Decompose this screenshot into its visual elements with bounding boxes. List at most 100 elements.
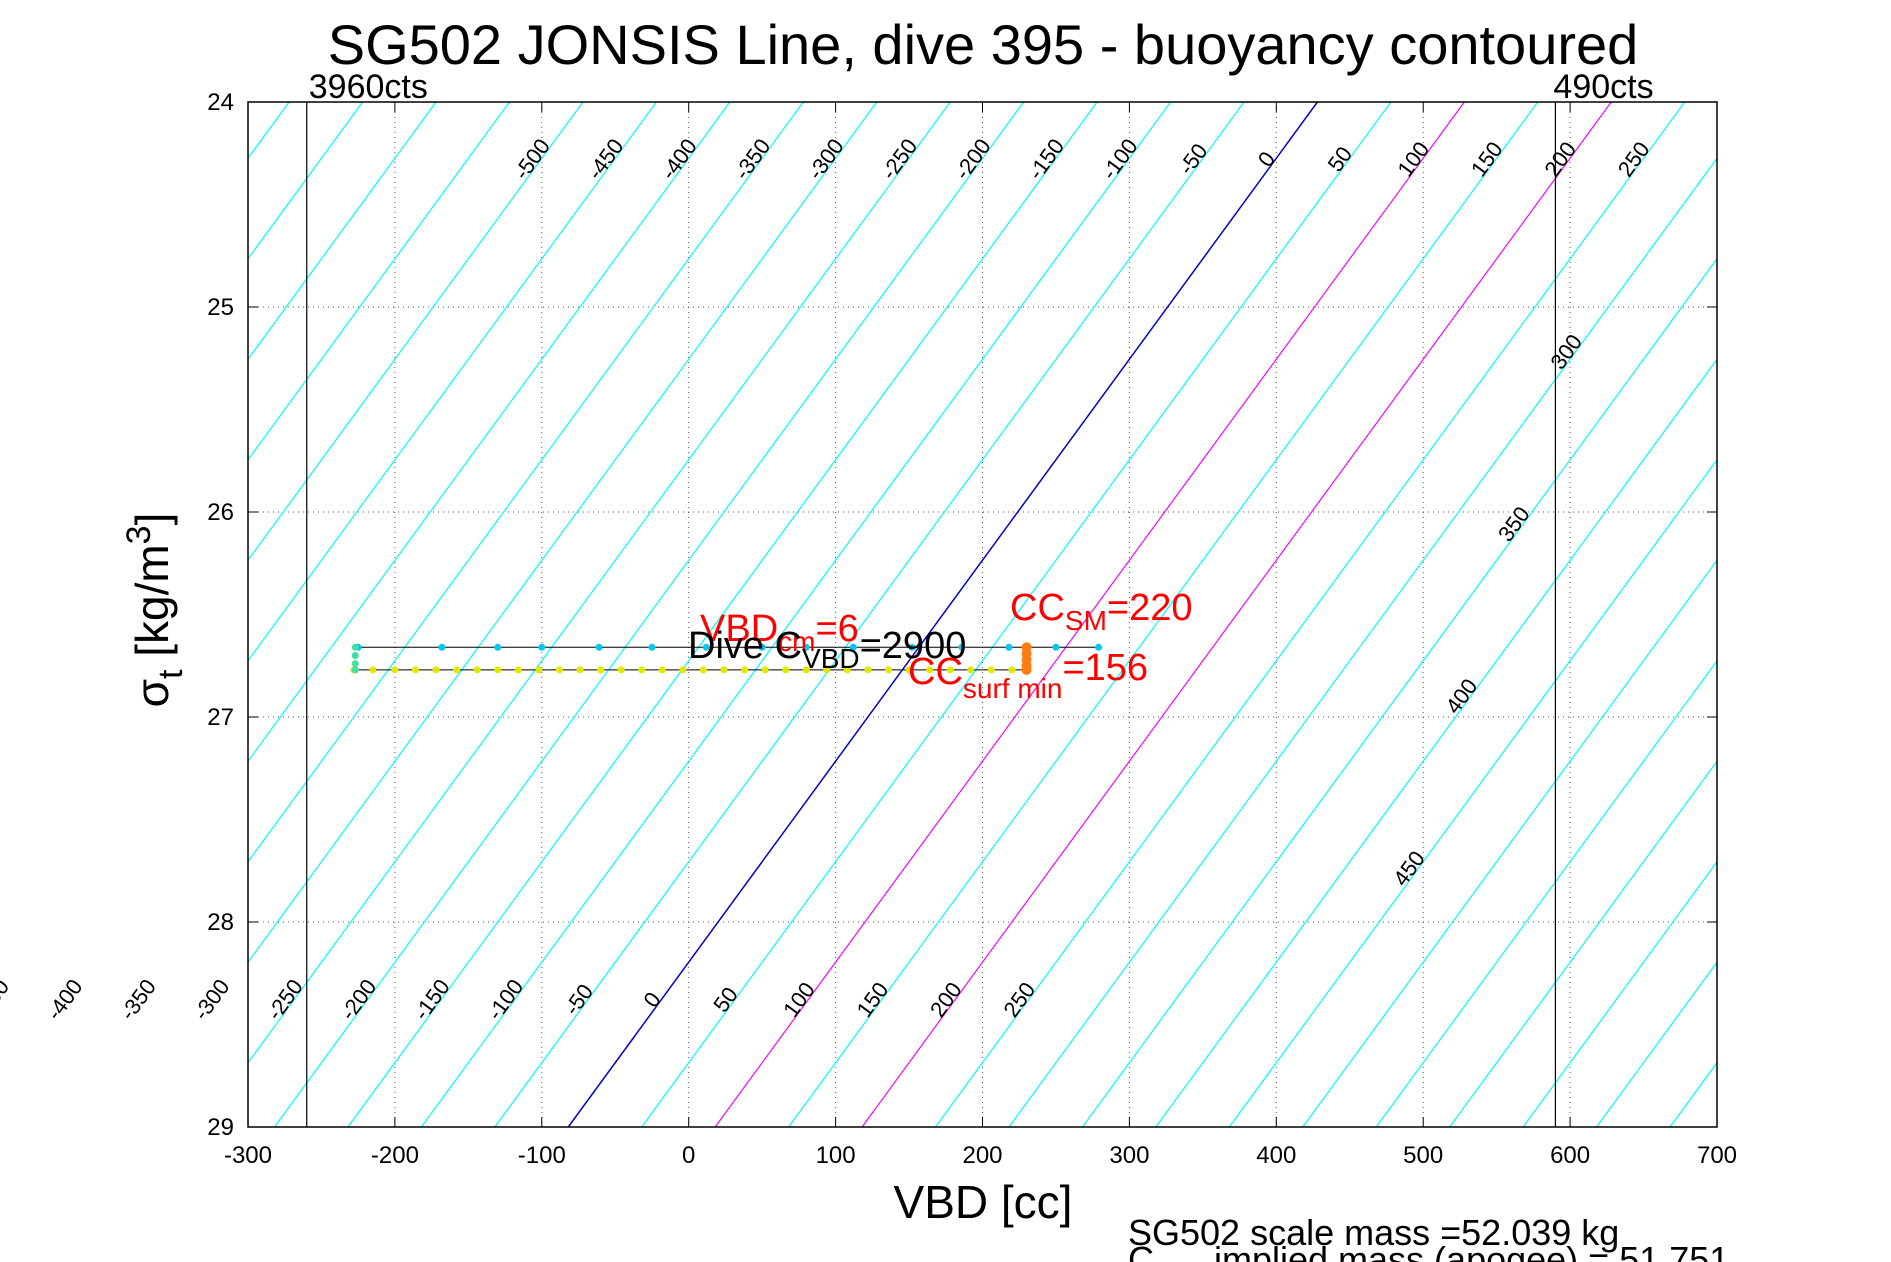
data-point bbox=[926, 666, 934, 674]
y-axis-label: σt [kg/m3] bbox=[120, 513, 190, 708]
data-point bbox=[453, 666, 461, 674]
contour-line bbox=[641, 102, 1392, 1127]
data-point bbox=[658, 666, 666, 674]
data-point bbox=[514, 666, 522, 674]
data-point bbox=[761, 666, 769, 674]
data-point bbox=[351, 643, 359, 651]
data-point bbox=[905, 666, 913, 674]
x-tick-label: 200 bbox=[962, 1142, 1002, 1169]
contour-line bbox=[0, 102, 69, 1127]
contour-label: 400 bbox=[1441, 674, 1483, 718]
contour-line bbox=[1302, 559, 1717, 1127]
data-point bbox=[802, 643, 810, 651]
contour-label: -200 bbox=[950, 134, 996, 184]
chart-title: SG502 JONSIS Line, dive 395 - buoyancy c… bbox=[328, 13, 1639, 76]
data-series bbox=[350, 642, 1103, 675]
data-point bbox=[494, 666, 502, 674]
y-axis-label-sub: t bbox=[152, 669, 190, 679]
x-tick-label: 600 bbox=[1550, 1142, 1590, 1169]
data-point bbox=[823, 666, 831, 674]
data-point bbox=[617, 666, 625, 674]
contour-label: -400 bbox=[656, 134, 702, 184]
contour-label: 0 bbox=[638, 987, 665, 1012]
x-tick-label: 500 bbox=[1403, 1142, 1443, 1169]
data-point bbox=[699, 666, 707, 674]
contour-label: -450 bbox=[582, 134, 628, 184]
data-point bbox=[720, 666, 728, 674]
contour-line bbox=[248, 102, 878, 964]
contour-label: -50 bbox=[1174, 139, 1213, 179]
y-axis-label-symbol: σ bbox=[126, 679, 178, 707]
contour-line bbox=[420, 102, 1172, 1127]
annotation-vbd-cm-main: VBD bbox=[700, 608, 778, 650]
contour-label: 250 bbox=[998, 977, 1040, 1021]
footer-implied-mass-c: C bbox=[1128, 1239, 1154, 1262]
data-point bbox=[958, 643, 966, 651]
contour-line bbox=[347, 102, 1098, 1127]
contour-line bbox=[1155, 358, 1717, 1127]
y-axis-label-sup: 3 bbox=[120, 525, 158, 544]
contour-line bbox=[248, 102, 510, 461]
contour-line bbox=[1743, 102, 1891, 1127]
y-axis-label-close: ] bbox=[126, 513, 178, 526]
data-point bbox=[369, 666, 377, 674]
data-point bbox=[351, 666, 359, 674]
annotation-cc-sm-main: CC bbox=[1010, 587, 1065, 629]
data-point bbox=[1005, 643, 1013, 651]
data-point bbox=[1008, 666, 1016, 674]
data-point bbox=[595, 643, 603, 651]
contour-label: 300 bbox=[1545, 330, 1587, 374]
contour-line bbox=[788, 102, 1539, 1127]
data-point bbox=[411, 666, 419, 674]
x-tick-label: 400 bbox=[1256, 1142, 1296, 1169]
contour-label: 200 bbox=[925, 977, 967, 1021]
contour-line bbox=[248, 102, 951, 1064]
data-point bbox=[1021, 664, 1032, 675]
annotation-dive-c-sub: VBD bbox=[802, 643, 860, 674]
contour-line bbox=[494, 102, 1245, 1127]
contour-line bbox=[1522, 860, 1717, 1127]
data-point bbox=[473, 666, 481, 674]
contour-line bbox=[1817, 102, 1891, 1127]
data-point bbox=[967, 666, 975, 674]
annotation-vbd-cm-value: =6 bbox=[815, 608, 858, 650]
y-tick-label: 24 bbox=[207, 89, 234, 116]
buoyancy-contours bbox=[0, 102, 1891, 1127]
contour-label: -350 bbox=[115, 974, 161, 1024]
data-point bbox=[1052, 643, 1060, 651]
data-point bbox=[849, 643, 857, 651]
contour-label: -250 bbox=[262, 974, 308, 1024]
y-tick-label: 29 bbox=[207, 1114, 234, 1141]
annotation-dive-c-value: =2900 bbox=[860, 625, 967, 667]
axes-box bbox=[247, 101, 1718, 1128]
vbd-limit-lines: 3960cts 490cts bbox=[306, 68, 1654, 1127]
data-point bbox=[741, 666, 749, 674]
contour-line bbox=[1228, 458, 1717, 1127]
contour-label: -500 bbox=[509, 134, 555, 184]
contour-label: -250 bbox=[876, 134, 922, 184]
data-point bbox=[391, 666, 399, 674]
x-tick-label: -200 bbox=[371, 1142, 419, 1169]
x-tick-label: -100 bbox=[518, 1142, 566, 1169]
data-point bbox=[648, 643, 656, 651]
annotation-dive-c: Dive CVBD=2900 bbox=[688, 625, 966, 674]
x-tick-label: 300 bbox=[1109, 1142, 1149, 1169]
contour-line bbox=[861, 102, 1612, 1127]
data-point bbox=[802, 666, 810, 674]
annotation-cc-sm: CCSM=220 bbox=[1010, 587, 1192, 636]
contour-line bbox=[1081, 257, 1717, 1127]
data-point bbox=[884, 666, 892, 674]
contour-label: 50 bbox=[708, 982, 743, 1017]
contour-label: 150 bbox=[852, 977, 894, 1021]
x-tick-label: -300 bbox=[224, 1142, 272, 1169]
data-point bbox=[1095, 643, 1103, 651]
contour-label: -150 bbox=[409, 974, 455, 1024]
contour-label: -450 bbox=[0, 974, 14, 1024]
footer-scale-mass: SG502 scale mass =52.039 kg bbox=[1128, 1212, 1619, 1253]
annotation-cc-sm-value: =220 bbox=[1107, 587, 1193, 629]
contour-line bbox=[248, 102, 584, 562]
contour-label: -150 bbox=[1023, 134, 1069, 184]
contour-line bbox=[714, 102, 1465, 1127]
contour-label: 200 bbox=[1539, 137, 1581, 181]
data-point bbox=[908, 643, 916, 651]
